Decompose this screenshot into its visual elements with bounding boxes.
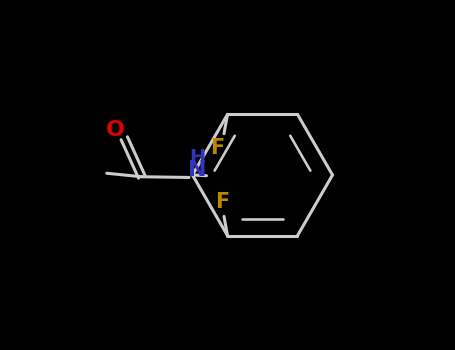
Text: N: N bbox=[188, 160, 207, 181]
Text: O: O bbox=[106, 119, 125, 140]
Text: F: F bbox=[210, 138, 224, 158]
Text: H: H bbox=[190, 148, 206, 167]
Text: F: F bbox=[215, 193, 229, 212]
